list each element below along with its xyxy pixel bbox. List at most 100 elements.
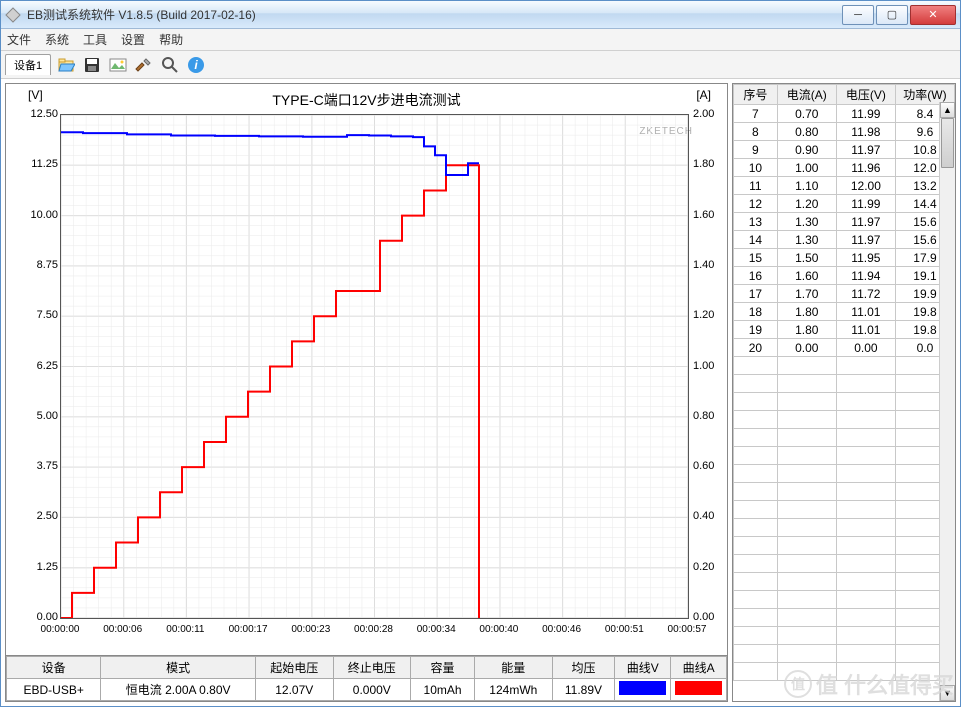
menu-system[interactable]: 系统 [45,31,69,48]
window-title: EB测试系统软件 V1.8.5 (Build 2017-02-16) [27,6,840,23]
y-right-tick: 1.60 [693,209,723,221]
data-cell: 12 [734,195,778,213]
menu-settings[interactable]: 设置 [121,31,145,48]
data-row[interactable]: 171.7011.7219.9 [734,285,955,303]
y-left-tick: 8.75 [8,259,58,271]
data-row[interactable]: 111.1012.0013.2 [734,177,955,195]
y-left-tick: 6.25 [8,360,58,372]
minimize-button[interactable]: ─ [842,5,874,25]
data-row-empty [734,411,955,429]
data-row[interactable]: 121.2011.9914.4 [734,195,955,213]
data-cell: 16 [734,267,778,285]
maximize-button[interactable]: ▢ [876,5,908,25]
data-row[interactable]: 161.6011.9419.1 [734,267,955,285]
cell-curvev-swatch[interactable] [615,679,671,701]
cell-curvea-swatch[interactable] [671,679,727,701]
data-row-empty [734,555,955,573]
data-cell: 12.00 [836,177,895,195]
search-button[interactable] [159,54,181,76]
image-button[interactable] [107,54,129,76]
data-row[interactable]: 101.0011.9612.0 [734,159,955,177]
data-row-empty [734,501,955,519]
title-bar[interactable]: EB测试系统软件 V1.8.5 (Build 2017-02-16) ─ ▢ ✕ [1,1,960,29]
y-left-tick: 10.00 [8,209,58,221]
data-cell: 1.70 [777,285,836,303]
data-cell: 11.99 [836,105,895,123]
open-button[interactable] [55,54,77,76]
y-left-tick: 5.00 [8,410,58,422]
menu-bar: 文件 系统 工具 设置 帮助 [1,29,960,51]
data-cell: 19 [734,321,778,339]
menu-help[interactable]: 帮助 [159,31,183,48]
data-table: 序号 电流(A) 电压(V) 功率(W) 70.7011.998.480.801… [733,84,955,701]
scroll-track[interactable] [940,118,955,685]
data-row[interactable]: 90.9011.9710.8 [734,141,955,159]
col-curvev: 曲线V [615,657,671,679]
device-tab-1[interactable]: 设备1 [5,54,51,75]
data-cell: 11 [734,177,778,195]
data-cell: 1.30 [777,231,836,249]
scroll-down-button[interactable]: ▼ [940,685,955,701]
data-row-empty [734,393,955,411]
y-left-tick: 12.50 [8,108,58,120]
data-row[interactable]: 181.8011.0119.8 [734,303,955,321]
data-row-empty [734,447,955,465]
cell-capacity: 10mAh [411,679,475,701]
x-tick: 00:00:57 [668,624,707,635]
col-avgv: 均压 [552,657,615,679]
results-row[interactable]: EBD-USB+ 恒电流 2.00A 0.80V 12.07V 0.000V 1… [7,679,727,701]
data-row[interactable]: 191.8011.0119.8 [734,321,955,339]
scroll-up-button[interactable]: ▲ [940,102,955,118]
data-cell: 1.00 [777,159,836,177]
data-row[interactable]: 141.3011.9715.6 [734,231,955,249]
app-window: EB测试系统软件 V1.8.5 (Build 2017-02-16) ─ ▢ ✕… [0,0,961,707]
data-row[interactable]: 200.000.000.0 [734,339,955,357]
chart-plot[interactable] [60,114,689,619]
menu-tools[interactable]: 工具 [83,31,107,48]
dcol-seq[interactable]: 序号 [734,85,778,105]
y-right-tick: 0.60 [693,460,723,472]
data-row-empty [734,627,955,645]
tools-button[interactable] [133,54,155,76]
y-right-tick: 0.80 [693,410,723,422]
menu-file[interactable]: 文件 [7,31,31,48]
save-button[interactable] [81,54,103,76]
close-button[interactable]: ✕ [910,5,956,25]
data-cell: 1.80 [777,321,836,339]
data-cell: 11.96 [836,159,895,177]
data-cell: 0.80 [777,123,836,141]
toolbar: 设备1 i [1,51,960,79]
results-table: 设备 模式 起始电压 终止电压 容量 能量 均压 曲线V 曲线A EBD-USB… [6,655,727,701]
col-device: 设备 [7,657,101,679]
data-cell: 1.20 [777,195,836,213]
info-button[interactable]: i [185,54,207,76]
y-right-tick: 1.20 [693,309,723,321]
data-cell: 1.80 [777,303,836,321]
x-tick: 00:00:28 [354,624,393,635]
scroll-thumb[interactable] [941,118,954,168]
data-row[interactable]: 70.7011.998.4 [734,105,955,123]
x-tick: 00:00:51 [605,624,644,635]
col-energy: 能量 [475,657,553,679]
data-row[interactable]: 151.5011.9517.9 [734,249,955,267]
table-scrollbar[interactable]: ▲ ▼ [939,102,955,701]
data-row-empty [734,609,955,627]
data-cell: 14 [734,231,778,249]
col-capacity: 容量 [411,657,475,679]
x-tick: 00:00:00 [41,624,80,635]
y-right-tick: 0.00 [693,611,723,623]
dcol-current[interactable]: 电流(A) [777,85,836,105]
cell-device: EBD-USB+ [7,679,101,701]
data-cell: 11.98 [836,123,895,141]
content-area: [V] [A] TYPE-C端口12V步进电流测试 ZKETECH 0.001.… [1,79,960,706]
data-row[interactable]: 131.3011.9715.6 [734,213,955,231]
data-cell: 15 [734,249,778,267]
data-row-empty [734,357,955,375]
dcol-voltage[interactable]: 电压(V) [836,85,895,105]
data-row-empty [734,429,955,447]
y-right-tick: 1.80 [693,158,723,170]
data-cell: 11.94 [836,267,895,285]
data-cell: 10 [734,159,778,177]
data-row[interactable]: 80.8011.989.6 [734,123,955,141]
data-cell: 11.01 [836,303,895,321]
